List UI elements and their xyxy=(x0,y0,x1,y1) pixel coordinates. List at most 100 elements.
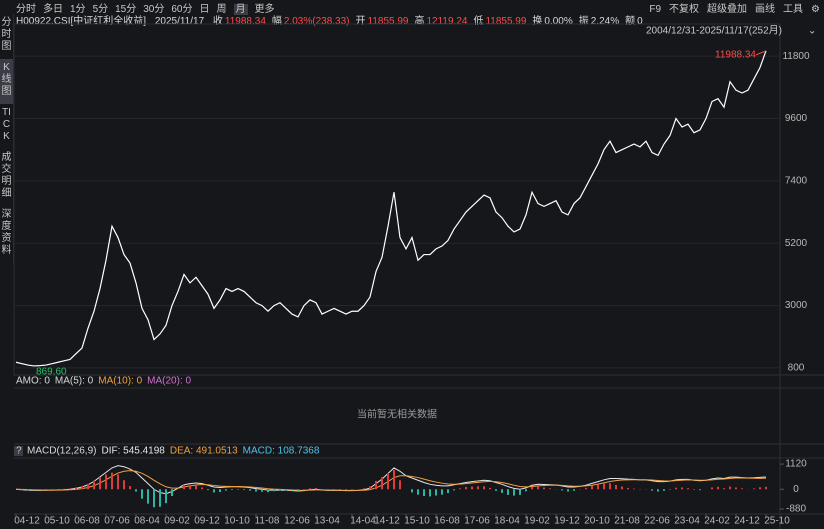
tool-button[interactable]: ⚙ xyxy=(811,4,820,15)
period-tab[interactable]: 15分 xyxy=(115,4,137,15)
macd-bar xyxy=(207,489,209,491)
macd-bar xyxy=(435,489,437,496)
empty-text: 当前暂无相关数据 xyxy=(357,408,437,421)
x-tick-label: 22-06 xyxy=(644,516,670,527)
macd-bar xyxy=(471,486,473,490)
macd-bar xyxy=(561,489,563,491)
macd-line xyxy=(15,470,767,491)
period-tab[interactable]: 5分 xyxy=(92,4,109,15)
macd-legend: DEA: 491.0513 xyxy=(170,446,238,457)
period-tab[interactable]: 1分 xyxy=(70,4,86,15)
collapse-icon[interactable]: ⌄ xyxy=(808,26,816,37)
macd-bar xyxy=(69,488,71,490)
tool-button[interactable]: 不复权 xyxy=(669,4,700,15)
tool-button[interactable]: 超级叠加 xyxy=(707,4,748,15)
macd-bar xyxy=(765,486,767,490)
macd-bar xyxy=(447,489,449,494)
macd-bar xyxy=(687,488,689,490)
help-icon xyxy=(14,446,23,456)
period-tab[interactable]: 日 xyxy=(199,4,210,15)
quote-value: 11988.34 xyxy=(224,16,266,27)
period-tab[interactable]: 周 xyxy=(216,4,227,15)
period-tab[interactable]: 60分 xyxy=(171,4,193,15)
macd-bar xyxy=(327,489,329,490)
macd-bar xyxy=(711,487,713,490)
amo-legend: AMO: 0 xyxy=(16,376,50,387)
tool-button[interactable]: F9 xyxy=(649,4,662,15)
macd-bar xyxy=(585,487,587,490)
macd-bar xyxy=(159,489,161,507)
macd-bar xyxy=(429,489,431,497)
tool-button[interactable]: 画线 xyxy=(755,4,776,15)
macd-bar xyxy=(459,488,461,490)
macd-bar xyxy=(699,489,701,491)
x-tick-label: 11-08 xyxy=(255,516,280,527)
quote-value: 0 xyxy=(637,16,643,27)
quote-value: 2.03%(238.33) xyxy=(283,16,350,27)
quote-value: 12119.24 xyxy=(426,16,468,27)
period-tab[interactable]: 分时 xyxy=(16,4,36,15)
macd-bar xyxy=(531,486,533,490)
plot-frame xyxy=(13,23,781,376)
macd-bar xyxy=(663,489,665,491)
macd-bar xyxy=(219,489,221,492)
macd-bar xyxy=(81,486,83,490)
macd-bar xyxy=(627,487,629,490)
macd-bar xyxy=(573,489,575,491)
macd-bar xyxy=(729,486,731,490)
period-tab[interactable]: 月 xyxy=(233,4,248,15)
y-tick-label: 7400 xyxy=(785,176,808,187)
macd-bar xyxy=(633,488,635,490)
macd-bar xyxy=(381,477,383,490)
x-tick-label: 19-12 xyxy=(554,516,580,527)
macd-bar xyxy=(753,488,755,490)
macd-bar xyxy=(147,489,149,504)
side-tab[interactable]: TICK xyxy=(2,107,11,142)
macd-bar xyxy=(243,489,245,490)
macd-bar xyxy=(201,487,203,490)
quote-label: 幅 xyxy=(271,16,282,27)
macd-bar xyxy=(411,489,413,493)
macd-bar xyxy=(609,483,611,490)
side-tab[interactable]: K线图 xyxy=(0,59,13,104)
y-tick-label: 800 xyxy=(788,363,805,374)
tool-button[interactable]: 工具 xyxy=(783,4,804,15)
macd-bar xyxy=(597,484,599,490)
macd-bar xyxy=(507,489,509,495)
y-tick-label: 11800 xyxy=(782,51,810,62)
macd-bar xyxy=(489,487,491,490)
period-tab[interactable]: 更多 xyxy=(254,4,275,15)
macd-bar xyxy=(141,489,143,499)
macd-bar xyxy=(537,486,539,490)
high-label: 11988.34 xyxy=(715,49,756,60)
x-tick-label: 25-10 xyxy=(764,516,790,527)
macd-bar xyxy=(675,487,677,490)
macd-bar xyxy=(309,488,311,490)
side-tab[interactable]: 分时图 xyxy=(1,17,12,52)
x-tick-label: 16-08 xyxy=(434,516,460,527)
macd-bar xyxy=(393,469,395,490)
code: H00922.CSI[中证红利全收益] xyxy=(16,16,147,27)
high-pointer xyxy=(755,50,767,56)
quote-value: 2.24% xyxy=(590,16,620,27)
x-tick-label: 08-04 xyxy=(134,516,160,527)
macd-bar xyxy=(123,480,125,490)
quote-value: 0.00% xyxy=(544,16,573,27)
macd-bar xyxy=(105,474,107,490)
y-tick-label: 5200 xyxy=(785,238,808,249)
macd-bar xyxy=(21,489,23,490)
macd-legend: MACD: 108.7368 xyxy=(243,446,320,457)
macd-bar xyxy=(513,489,515,496)
macd-bar xyxy=(477,486,479,490)
macd-bar xyxy=(723,488,725,490)
side-tab[interactable]: 深度资料 xyxy=(1,209,12,256)
low-label: 869.60 xyxy=(36,367,67,378)
macd-title: MACD(12,26,9) xyxy=(27,446,96,457)
macd-bar xyxy=(615,484,617,490)
period-tab[interactable]: 多日 xyxy=(43,4,63,15)
macd-bar xyxy=(363,488,365,490)
price-line xyxy=(15,50,767,367)
period-tab[interactable]: 30分 xyxy=(143,4,165,15)
macd-bar xyxy=(651,489,653,491)
side-tab[interactable]: 成交明细 xyxy=(1,152,12,199)
